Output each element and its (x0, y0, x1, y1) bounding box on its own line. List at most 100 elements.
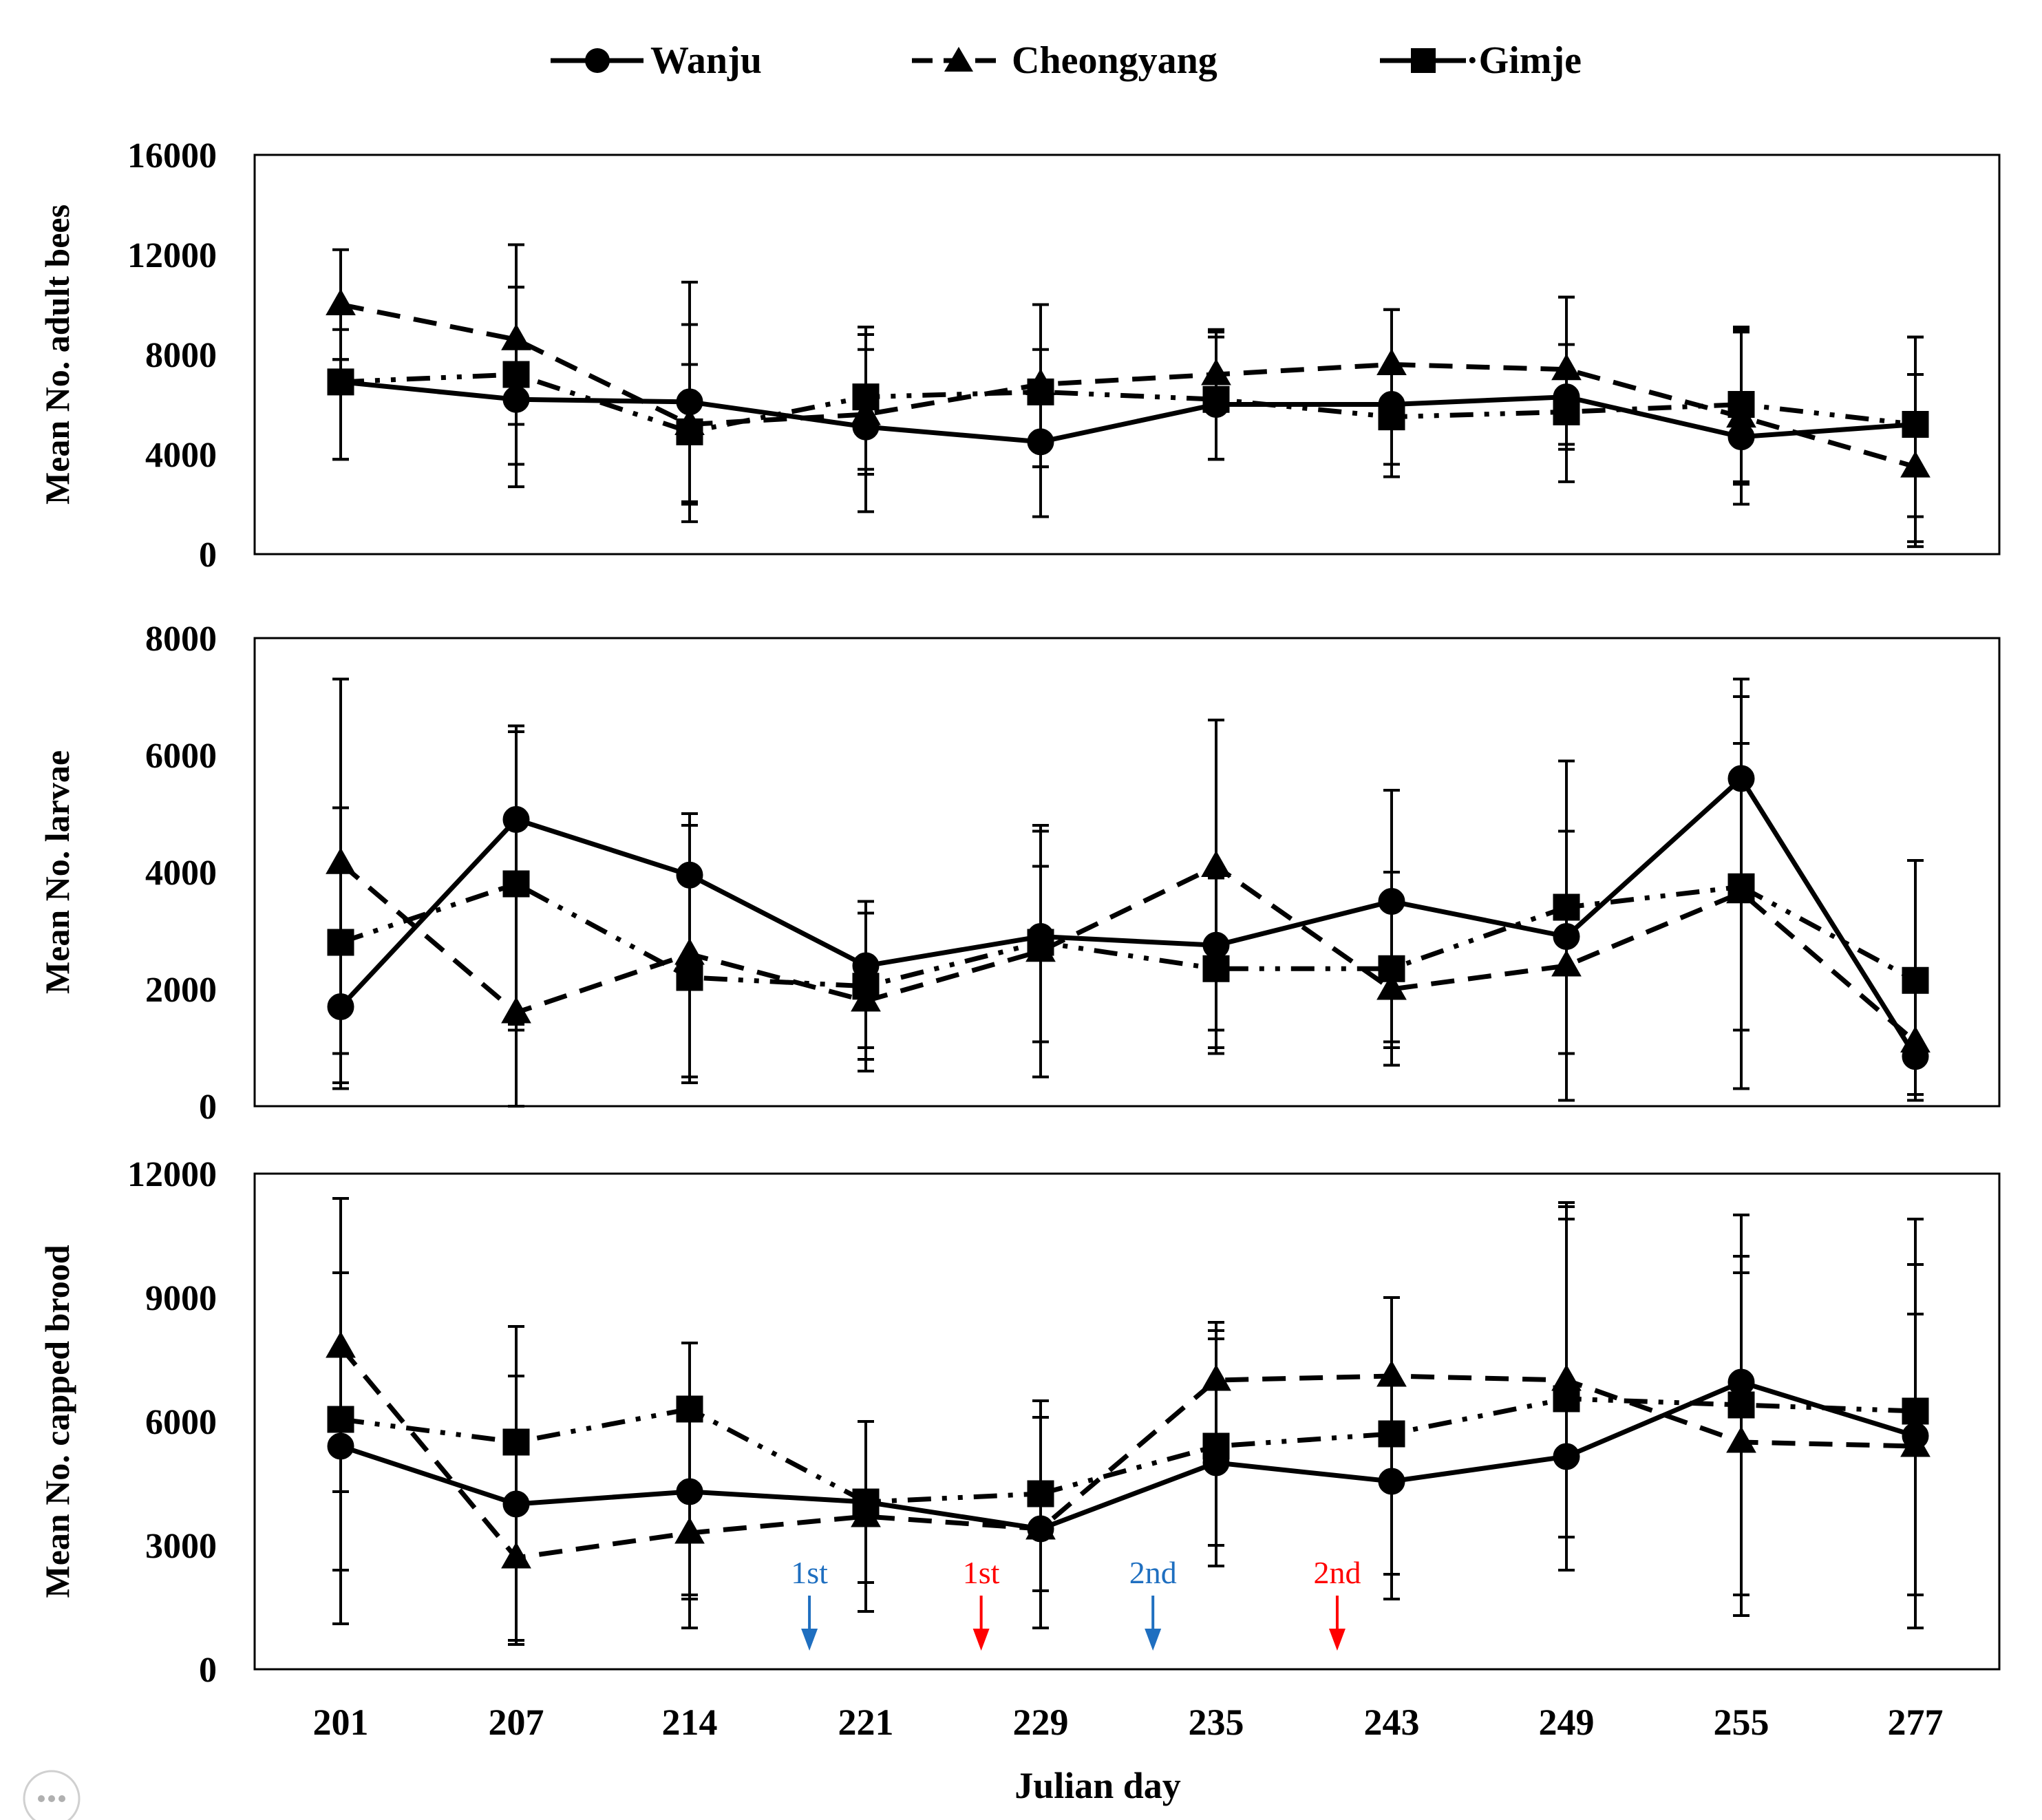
data-point-gimje (1553, 1385, 1580, 1412)
y-tick-label: 0 (199, 536, 217, 575)
data-point-gimje (1902, 966, 1929, 994)
data-point-gimje (852, 383, 880, 411)
series-line-gimje (340, 372, 1916, 434)
series-line-gimje (339, 881, 1917, 989)
data-point-gimje (1727, 873, 1755, 900)
y-axis-title: Mean No. adult bees (38, 204, 76, 505)
y-tick-label: 6000 (145, 1403, 217, 1442)
legend-label-gimje: ·Gimje (1466, 39, 1582, 82)
data-point-gimje (1902, 411, 1929, 438)
data-point-gimje (676, 1395, 703, 1423)
x-tick-label: 255 (1714, 1702, 1769, 1743)
data-point-gimje (1202, 1432, 1230, 1460)
arrow-head (801, 1629, 818, 1651)
treatment-label: 2nd (1313, 1555, 1361, 1590)
data-point-gimje (1202, 955, 1230, 982)
y-tick-label: 8000 (145, 620, 217, 659)
x-tick-label: 243 (1364, 1702, 1420, 1743)
series-wanju (327, 280, 1929, 549)
x-tick-label: 235 (1189, 1702, 1244, 1743)
corner-dot (59, 1795, 65, 1802)
x-tick-label: 229 (1013, 1702, 1069, 1743)
series-gimje (327, 1205, 1929, 1642)
series-wanju (327, 1218, 1929, 1642)
panel-capped-brood: 0 3000 6000 9000 12000 Mean No. capped brood 1… (38, 1155, 2001, 1690)
x-tick-label: 201 (313, 1702, 369, 1743)
data-point-gimje (327, 1406, 354, 1433)
y-tick-label: 6000 (145, 737, 217, 776)
series-line-cheongyang (339, 861, 1917, 1044)
y-tick-label: 12000 (127, 1155, 217, 1194)
data-point-gimje (327, 929, 354, 956)
data-point-gimje (327, 368, 354, 396)
treatment-label: 2nd (1129, 1555, 1177, 1590)
x-axis-title: Julian day (1014, 1765, 1181, 1806)
data-point-gimje (852, 973, 880, 1000)
data-point-gimje (1027, 1480, 1054, 1507)
data-point-gimje (1202, 385, 1230, 413)
y-tick-label: 12000 (127, 236, 217, 275)
treatment-label: 1st (791, 1555, 828, 1590)
y-tick-label: 8000 (145, 336, 217, 375)
data-point-cheongyang (1201, 850, 1231, 877)
arrow-head (1328, 1629, 1346, 1651)
treatment-arrow: 1st (791, 1555, 828, 1651)
y-tick-label: 16000 (127, 136, 217, 176)
y-tick-label: 9000 (145, 1279, 217, 1318)
panel-adult-bees: 0 4000 8000 12000 16000 Mean No. adult bees (38, 136, 2001, 575)
y-tick-label: 0 (199, 1651, 217, 1690)
x-tick-label: 214 (662, 1702, 718, 1743)
legend-item-cheongyang: Cheongyang (912, 39, 1217, 82)
legend-item-gimje: ·Gimje (1380, 39, 1582, 82)
y-tick-label: 0 (199, 1088, 217, 1127)
data-point-gimje (502, 1428, 530, 1456)
legend-marker-wanju (585, 48, 610, 73)
x-axis-ticks: 201 207 214 221 229 235 243 249 255 277 (313, 1702, 1944, 1743)
series-cheongyang (326, 695, 1931, 1108)
x-tick-label: 249 (1539, 1702, 1595, 1743)
y-axis-title: Mean No. larvae (38, 750, 76, 994)
treatment-arrow: 1st (963, 1555, 1000, 1651)
data-point-cheongyang (326, 288, 356, 315)
data-point-gimje (1727, 1391, 1755, 1419)
corner-badge (23, 1770, 81, 1820)
panel-larvae: 0 2000 4000 6000 8000 Mean No. larvae (38, 620, 2001, 1127)
series-cheongyang (326, 1197, 1931, 1646)
data-point-gimje (1378, 403, 1405, 431)
data-point-gimje (1553, 893, 1580, 921)
data-point-gimje (1553, 398, 1580, 425)
x-tick-label: 207 (489, 1702, 544, 1743)
data-point-gimje (502, 870, 530, 898)
data-point-gimje (1378, 955, 1405, 982)
arrow-head (972, 1629, 990, 1651)
plot-frame (253, 637, 2001, 1108)
series-line-wanju (340, 379, 1916, 445)
y-tick-label: 4000 (145, 854, 217, 893)
legend-marker-gimje (1411, 48, 1436, 73)
data-point-gimje (676, 418, 703, 445)
series-wanju (327, 677, 1929, 1102)
legend-label-cheongyang: Cheongyang (1012, 39, 1217, 82)
x-tick-label: 277 (1888, 1702, 1944, 1743)
treatment-label: 1st (963, 1555, 1000, 1590)
series-gimje (327, 730, 1929, 1102)
plot-frame (253, 1172, 2001, 1671)
series-cheongyang (326, 243, 1931, 543)
arrow-head (1145, 1629, 1162, 1651)
data-point-gimje (502, 361, 530, 388)
x-tick-label: 221 (838, 1702, 894, 1743)
data-point-gimje (852, 1488, 880, 1516)
series-line-cheongyang (339, 1345, 1916, 1560)
y-tick-label: 4000 (145, 436, 217, 475)
series-line-cheongyang (340, 302, 1916, 469)
y-tick-label: 3000 (145, 1527, 217, 1566)
legend: Wanju Cheongyang ·Gimje (551, 39, 1582, 82)
data-point-gimje (1027, 378, 1054, 405)
data-point-gimje (1027, 929, 1054, 956)
series-gimje (327, 286, 1929, 518)
plot-frame (253, 154, 2001, 555)
series-line-wanju (339, 774, 1917, 1058)
legend-label-wanju: Wanju (650, 39, 762, 82)
y-axis-title: Mean No. capped brood (38, 1245, 76, 1598)
treatment-arrow: 2nd (1313, 1555, 1361, 1651)
